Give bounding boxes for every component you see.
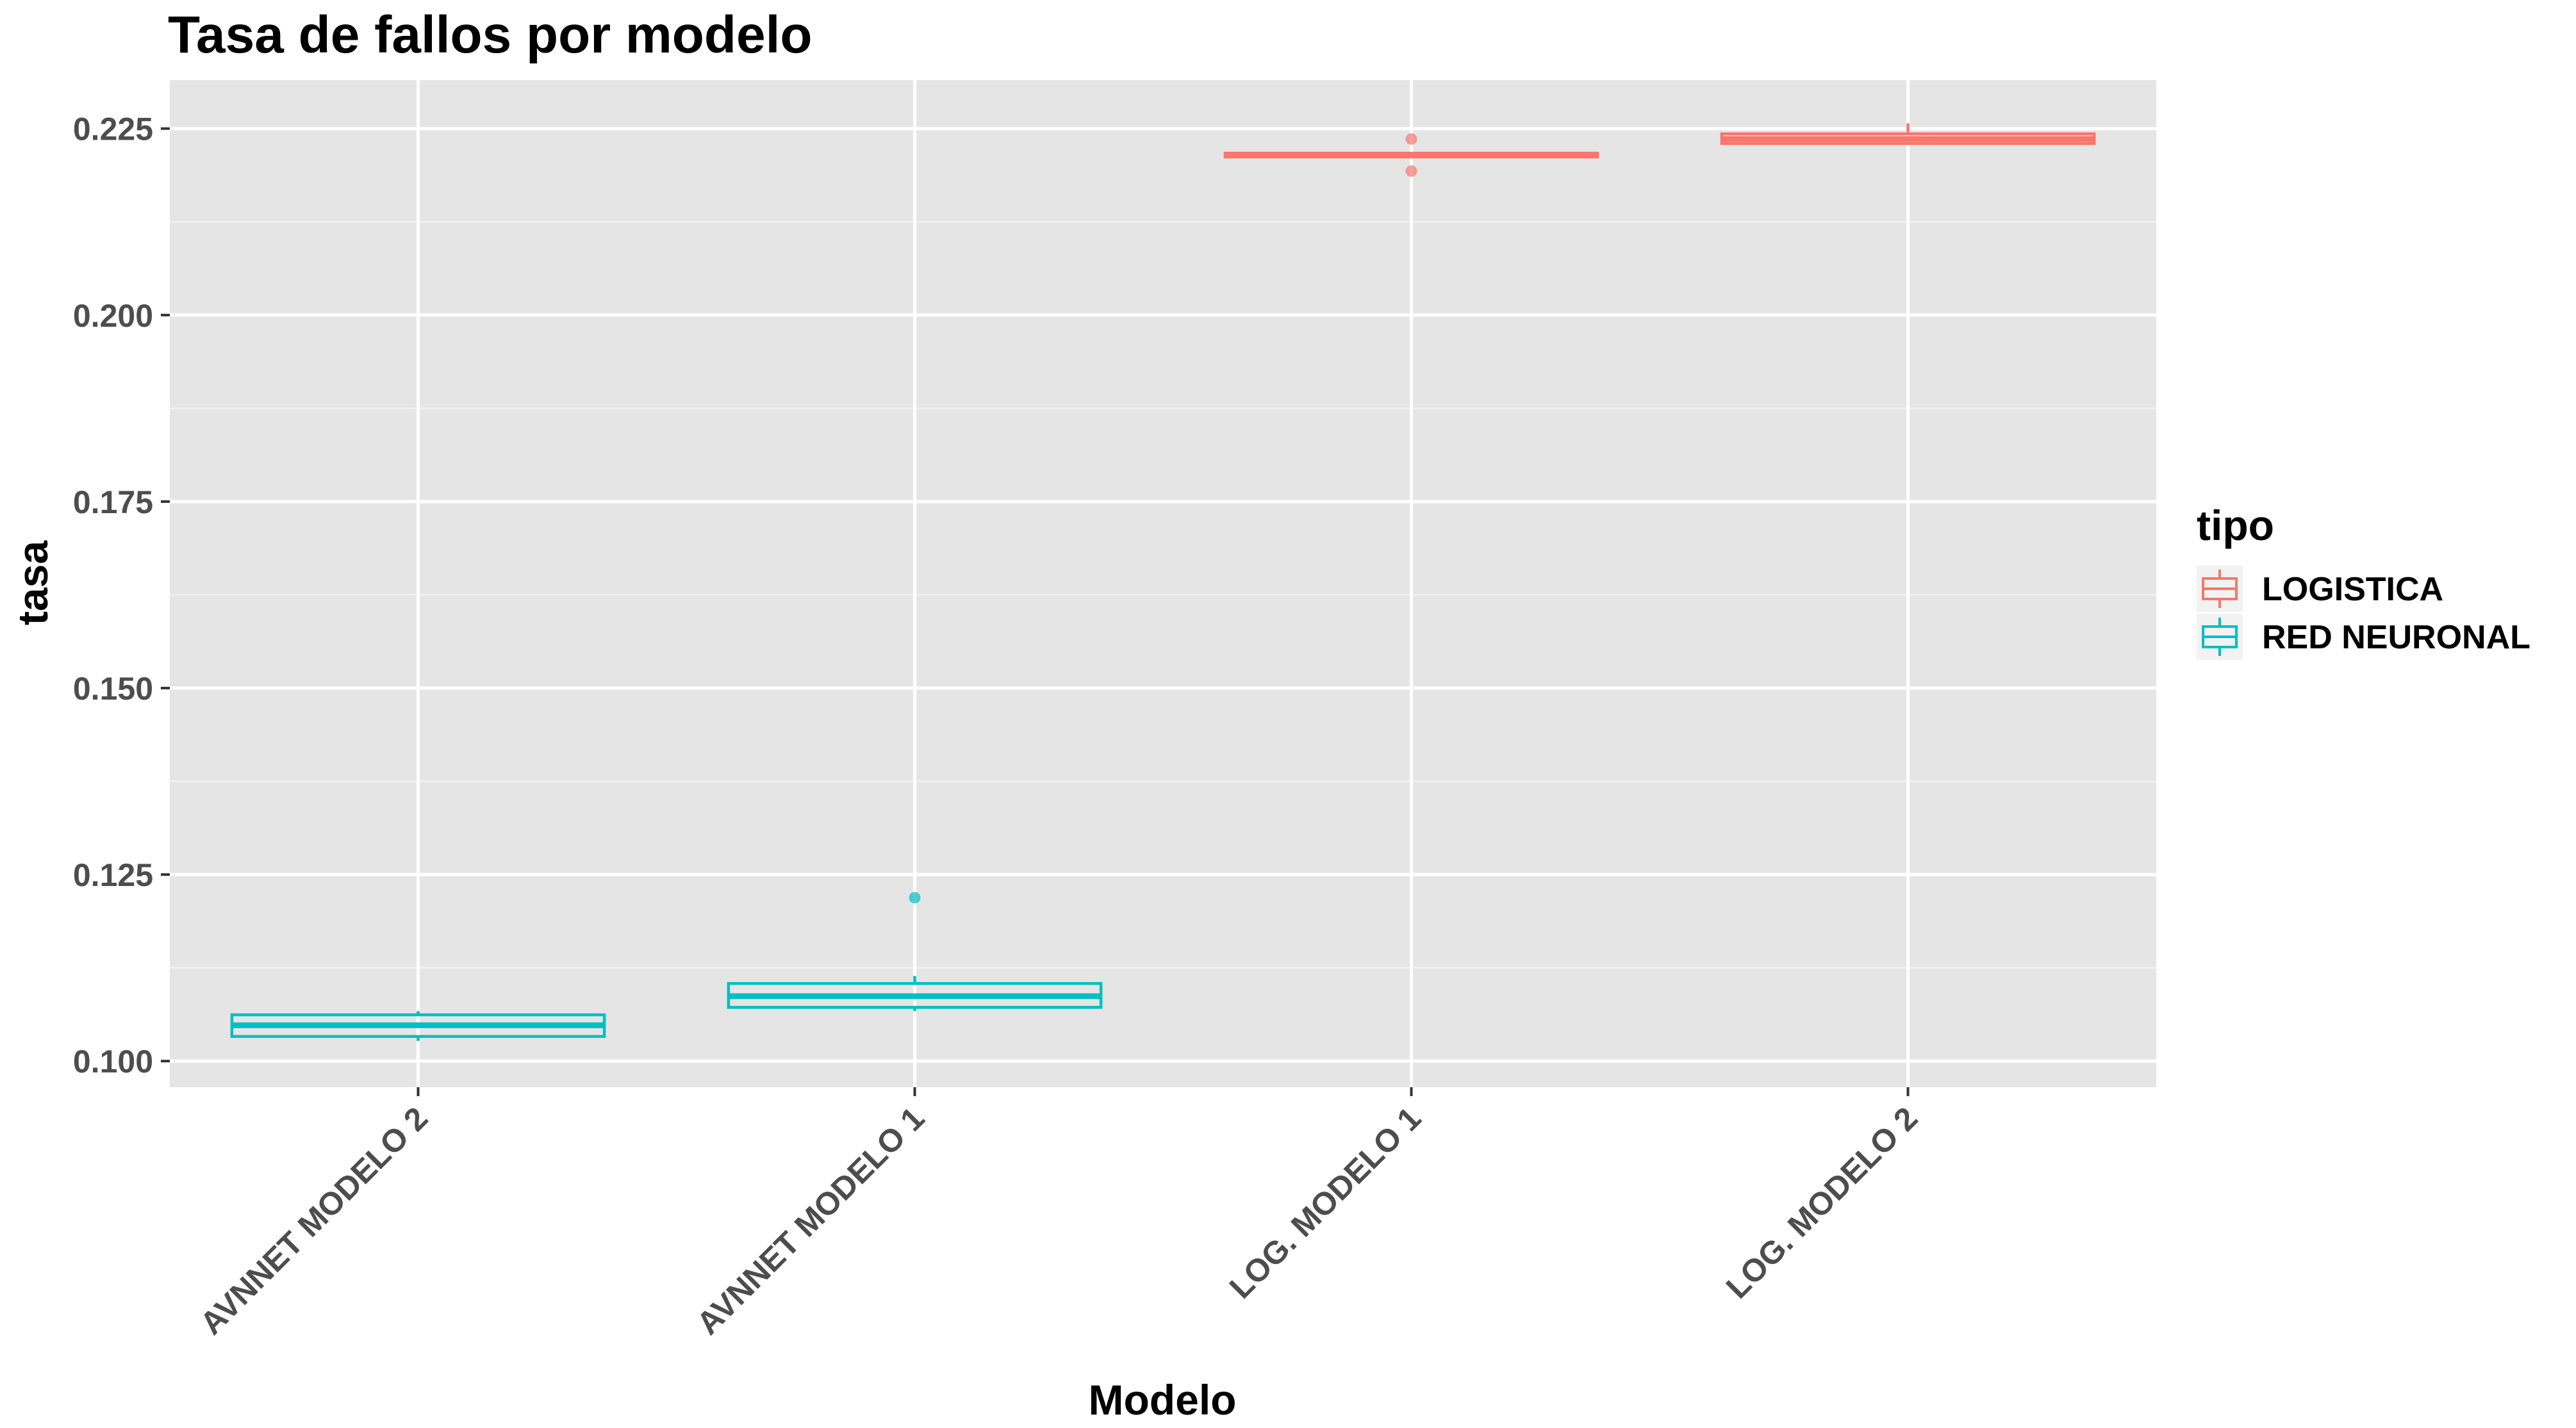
outlier-point (1405, 165, 1417, 177)
legend-key (2197, 614, 2243, 660)
y-tick-label: 0.200 (73, 298, 153, 334)
legend-title: tipo (2197, 502, 2274, 549)
y-tick-label: 0.150 (73, 671, 153, 707)
legend-label: LOGISTICA (2262, 571, 2443, 608)
x-tick-label: LOG. MODELO 2 (1719, 1100, 1924, 1305)
chart-title: Tasa de fallos por modelo (168, 6, 812, 64)
box-red-neuronal (230, 1011, 606, 1041)
legend-label: RED NEURONAL (2262, 619, 2531, 656)
box-red-neuronal (727, 892, 1103, 1012)
legend: tipo LOGISTICA RED NEURONAL (2197, 502, 2531, 660)
x-tick-label: AVNNET MODELO 2 (193, 1100, 434, 1342)
x-tick-label: AVNNET MODELO 1 (689, 1100, 931, 1342)
y-axis-title: tasa (9, 540, 56, 625)
x-tick-label: LOG. MODELO 1 (1223, 1100, 1428, 1305)
grid-lines (170, 80, 2156, 1087)
y-tick-label: 0.125 (73, 857, 153, 893)
outlier-point (1405, 133, 1417, 145)
y-axis: 0.100 0.125 0.150 0.175 0.200 0.225 (73, 111, 170, 1079)
outlier-point (909, 892, 921, 904)
y-tick-label: 0.225 (73, 111, 153, 147)
box-logistica (1223, 133, 1599, 177)
legend-key (2197, 566, 2243, 612)
box-logistica (1720, 123, 2096, 145)
boxes (230, 123, 2096, 1041)
y-tick-label: 0.100 (73, 1044, 153, 1079)
y-tick-label: 0.175 (73, 484, 153, 520)
x-axis: AVNNET MODELO 2 AVNNET MODELO 1 LOG. MODEL… (193, 1087, 1924, 1342)
plot-panel (170, 80, 2156, 1087)
x-axis-title: Modelo (1089, 1376, 1237, 1424)
